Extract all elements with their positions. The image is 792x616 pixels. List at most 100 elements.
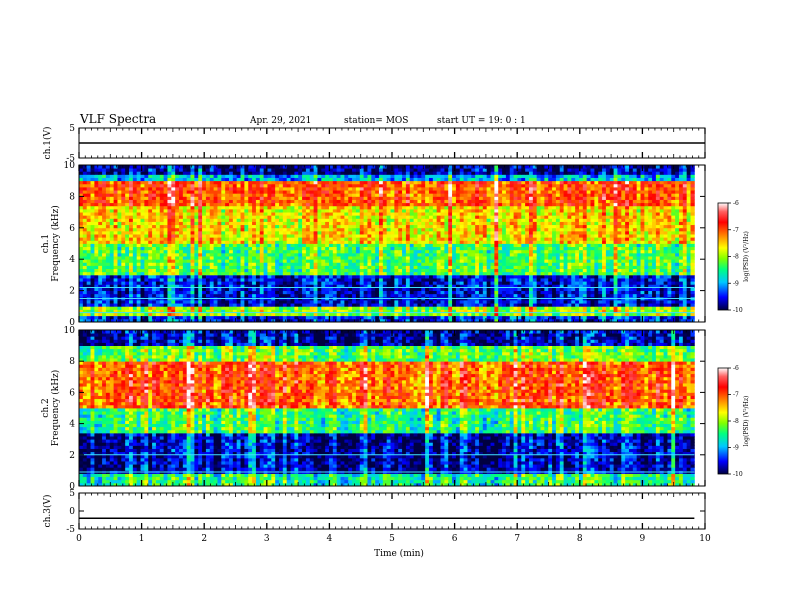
spectrogram-cell (456, 281, 460, 285)
spectrogram-cell (479, 231, 483, 235)
spectrogram-cell (367, 234, 371, 238)
spectrogram-cell (294, 287, 298, 291)
spectrogram-cell (275, 278, 279, 282)
spectrogram-cell (194, 231, 198, 235)
spectrogram-cell (621, 256, 625, 260)
spectrogram-cell (229, 300, 233, 304)
spectrogram-cell (444, 291, 448, 295)
spectrogram-cell (475, 237, 479, 241)
spectrogram-cell (529, 287, 533, 291)
spectrogram-cell (225, 240, 229, 244)
spectrogram-cell (467, 303, 471, 307)
spectrogram-cell (129, 250, 133, 254)
spectrogram-cell (394, 300, 398, 304)
spectrogram-cell (348, 291, 352, 295)
spectrogram-cell (206, 247, 210, 251)
spectrogram-cell (356, 316, 360, 320)
spectrogram-cell (571, 303, 575, 307)
spectrogram-cell (648, 294, 652, 298)
spectrogram-cell (248, 281, 252, 285)
spectrogram-cell (614, 228, 618, 232)
spectrogram-cell (279, 240, 283, 244)
spectrogram-cell (421, 247, 425, 251)
spectrogram-cell (117, 234, 121, 238)
spectrogram-cell (417, 262, 421, 266)
spectrogram-cell (314, 247, 318, 251)
spectrogram-cell (467, 291, 471, 295)
spectrogram-cell (260, 316, 264, 320)
spectrogram-cell (294, 247, 298, 251)
spectrogram-cell (541, 228, 545, 232)
spectrogram-cell (387, 240, 391, 244)
spectrogram-cell (633, 272, 637, 276)
spectrogram-cell (448, 316, 452, 320)
spectrogram-cell (648, 287, 652, 291)
spectrogram-cell (441, 256, 445, 260)
spectrogram-cell (644, 306, 648, 310)
spectrogram-cell (221, 234, 225, 238)
spectrogram-cell (452, 244, 456, 248)
spectrogram-cell (494, 256, 498, 260)
spectrogram-cell (544, 303, 548, 307)
spectrogram-cell (544, 300, 548, 304)
spectrogram-cell (498, 316, 502, 320)
spectrogram-cell (498, 291, 502, 295)
spectrogram-cell (617, 269, 621, 273)
spectrogram-cell (594, 256, 598, 260)
spectrogram-cell (202, 265, 206, 269)
spectrogram-cell (317, 265, 321, 269)
spectrogram-cell (325, 306, 329, 310)
spectrogram-cell (548, 237, 552, 241)
spectrogram-cell (110, 228, 114, 232)
spectrogram-cell (387, 262, 391, 266)
spectrogram-cell (337, 275, 341, 279)
spectrogram-cell (414, 247, 418, 251)
spectrogram-cell (437, 259, 441, 263)
spectrogram-cell (456, 250, 460, 254)
spectrogram-cell (364, 256, 368, 260)
spectrogram-cell (644, 262, 648, 266)
spectrogram-cell (275, 313, 279, 317)
spectrogram-cell (291, 316, 295, 320)
spectrogram-cell (652, 278, 656, 282)
spectrogram-cell (344, 253, 348, 257)
spectrogram-cell (417, 244, 421, 248)
spectrogram-cell (552, 237, 556, 241)
spectrogram-cell (114, 306, 118, 310)
spectrogram-cell (610, 231, 614, 235)
spectrogram-cell (502, 278, 506, 282)
spectrogram-cell (344, 306, 348, 310)
spectrogram-cell (294, 269, 298, 273)
spectrogram-cell (141, 313, 145, 317)
spectrogram-cell (498, 231, 502, 235)
spectrogram-cell (229, 281, 233, 285)
spectrogram-cell (360, 247, 364, 251)
spectrogram-cell (260, 272, 264, 276)
spectrogram-cell (514, 287, 518, 291)
spectrogram-cell (121, 269, 125, 273)
spectrogram-cell (510, 259, 514, 263)
spectrogram-cell (483, 237, 487, 241)
spectrogram-cell (644, 303, 648, 307)
spectrogram-cell (344, 256, 348, 260)
spectrogram-cell (560, 265, 564, 269)
spectrogram-cell (144, 269, 148, 273)
spectrogram-cell (691, 294, 695, 298)
spectrogram-cell (521, 262, 525, 266)
spectrogram-cell (429, 259, 433, 263)
spectrogram-cell (560, 269, 564, 273)
spectrogram-cell (625, 313, 629, 317)
spectrogram-cell (252, 244, 256, 248)
spectrogram-cell (267, 281, 271, 285)
spectrogram-cell (575, 240, 579, 244)
spectrogram-cell (264, 287, 268, 291)
spectrogram-cell (137, 244, 141, 248)
spectrogram-cell (529, 278, 533, 282)
spectrogram-cell (294, 275, 298, 279)
spectrogram-cell (348, 237, 352, 241)
spectrogram-cell (198, 306, 202, 310)
spectrogram-cell (617, 234, 621, 238)
spectrogram-cell (656, 269, 660, 273)
spectrogram-cell (91, 272, 95, 276)
spectrogram-cell (667, 265, 671, 269)
